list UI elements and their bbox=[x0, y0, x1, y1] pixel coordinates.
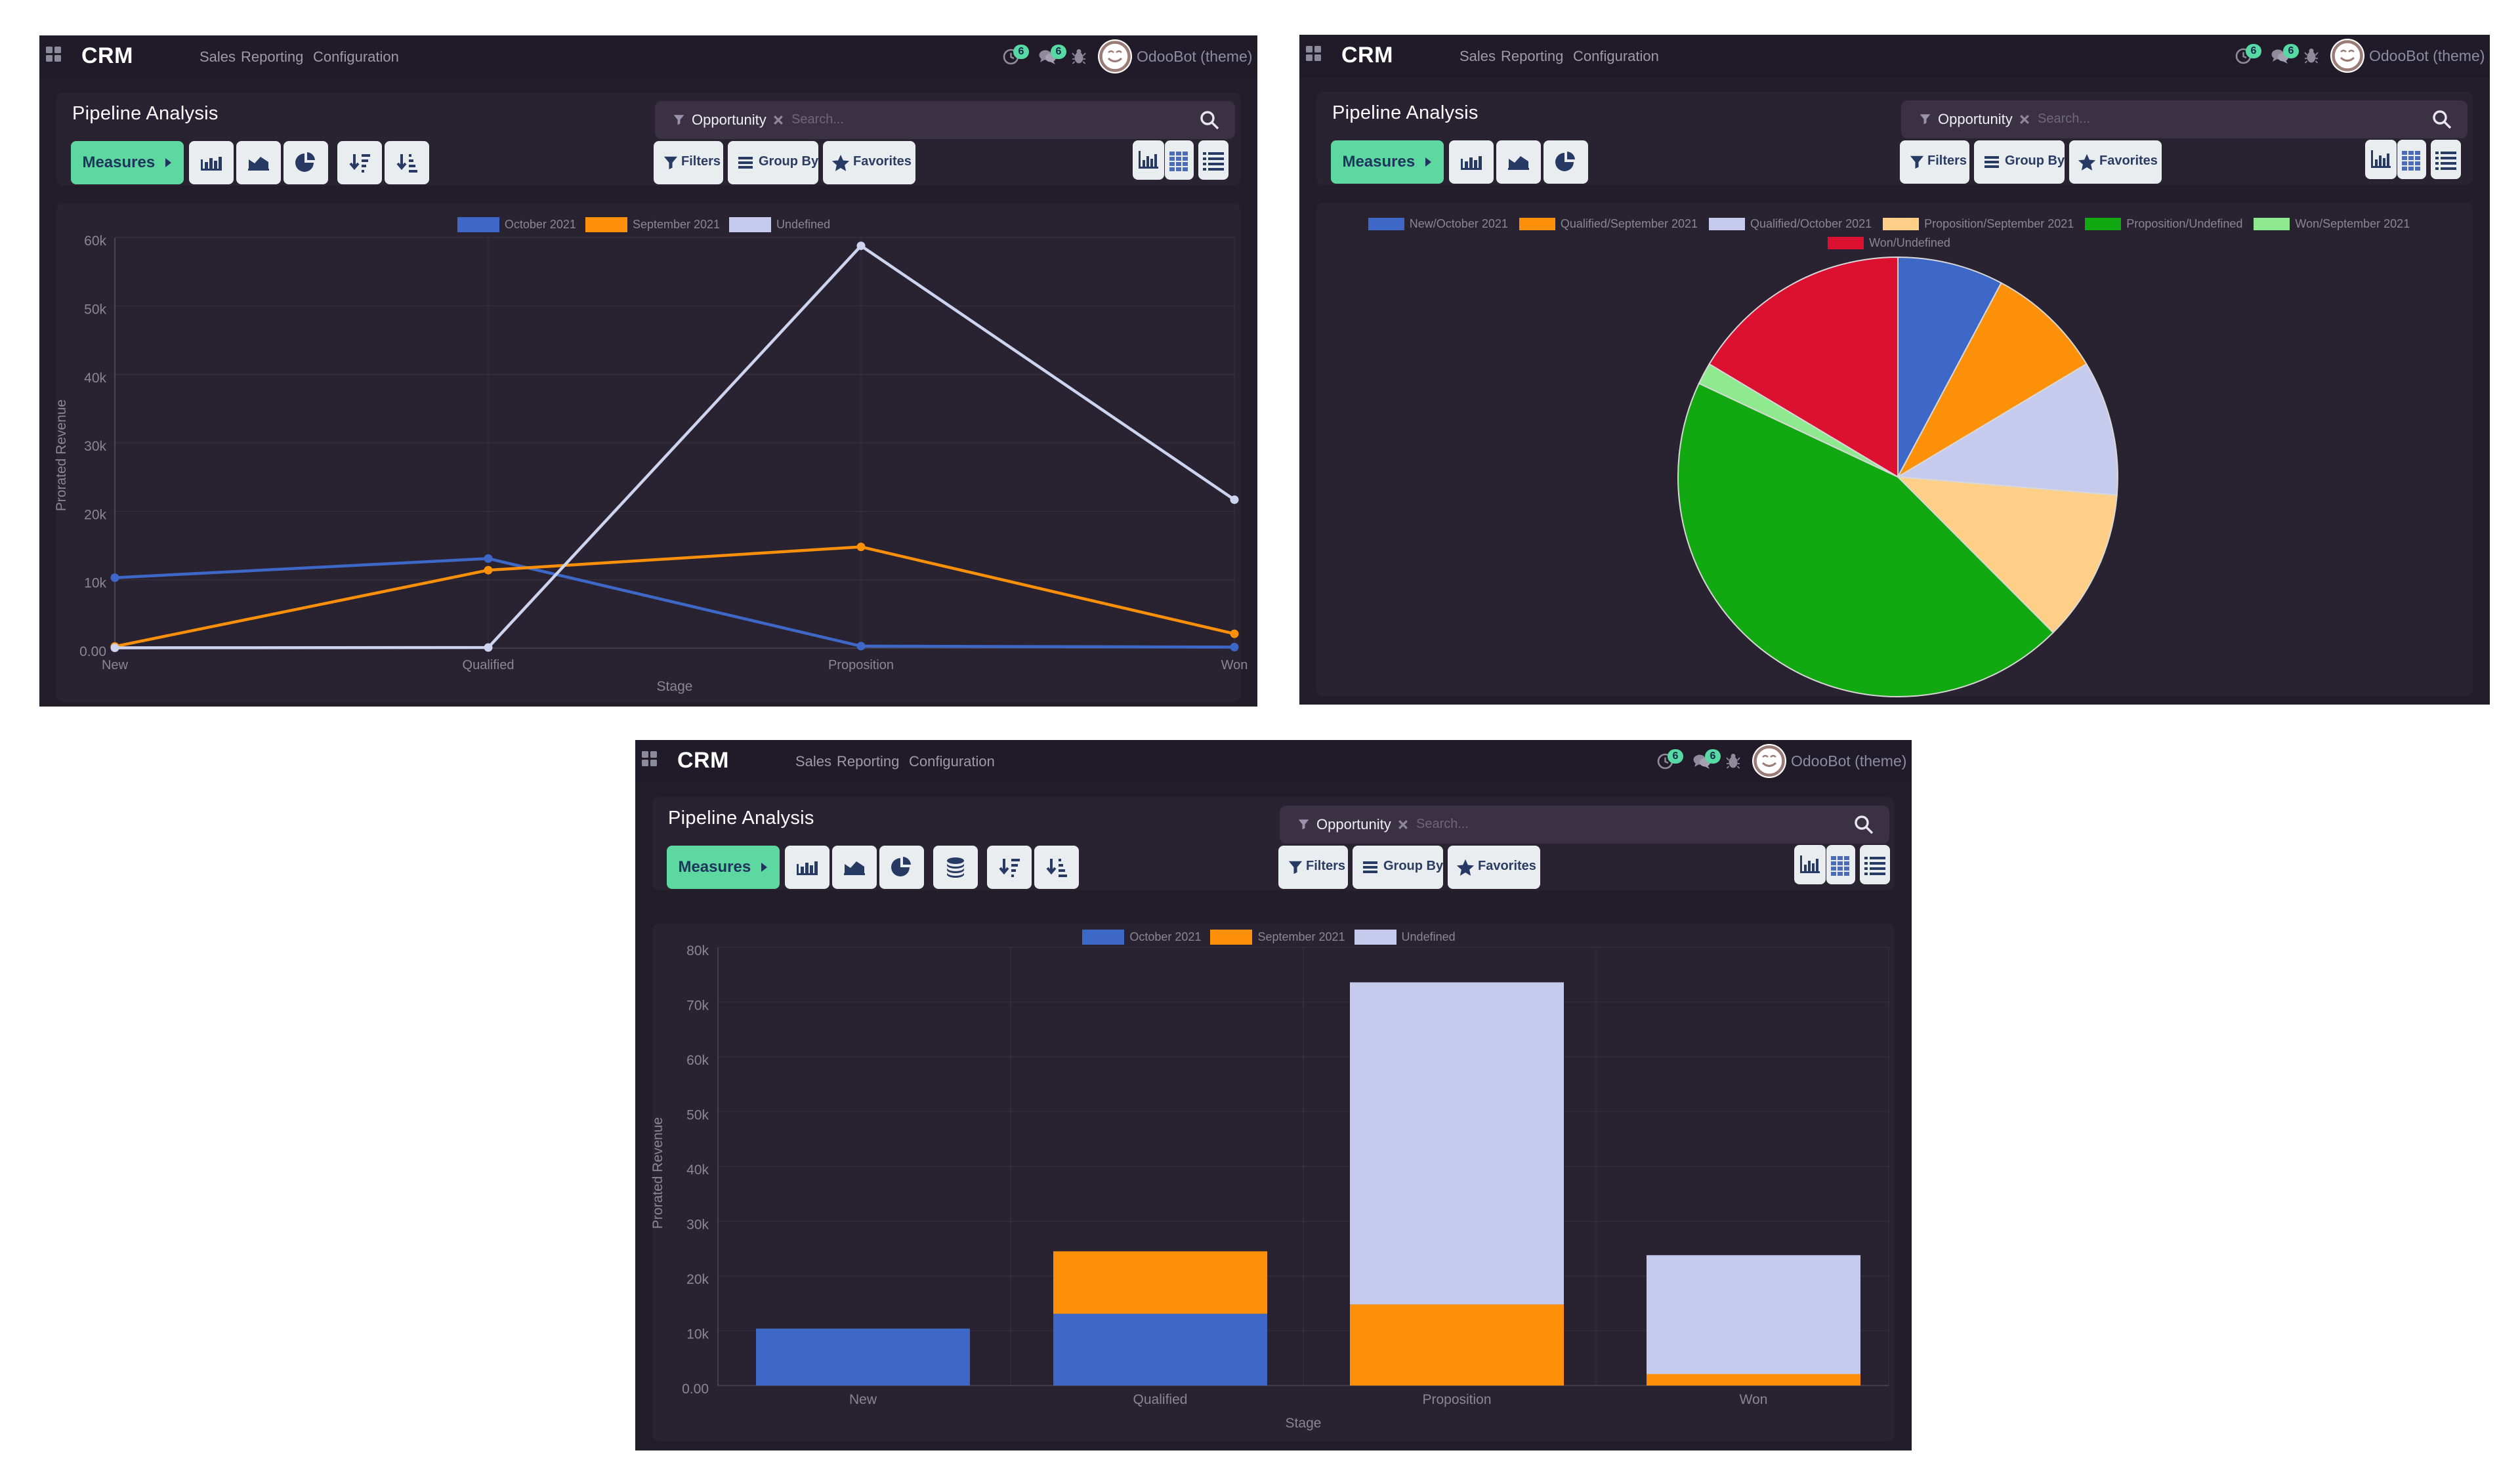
svg-text:Prorated Revenue: Prorated Revenue bbox=[54, 400, 69, 511]
svg-text:Qualified: Qualified bbox=[463, 658, 514, 672]
svg-text:Stage: Stage bbox=[657, 679, 693, 694]
svg-text:60k: 60k bbox=[84, 234, 106, 249]
svg-text:30k: 30k bbox=[84, 439, 106, 454]
svg-text:50k: 50k bbox=[686, 1108, 709, 1123]
svg-text:0.00: 0.00 bbox=[79, 644, 106, 659]
svg-text:40k: 40k bbox=[84, 371, 106, 386]
svg-text:Qualified: Qualified bbox=[1133, 1392, 1188, 1407]
svg-text:Proposition: Proposition bbox=[828, 658, 894, 672]
svg-text:10k: 10k bbox=[84, 576, 106, 591]
svg-text:40k: 40k bbox=[686, 1162, 709, 1178]
svg-text:Won: Won bbox=[1740, 1392, 1768, 1407]
svg-text:Won: Won bbox=[1221, 658, 1248, 672]
svg-text:Stage: Stage bbox=[1286, 1416, 1322, 1431]
svg-text:70k: 70k bbox=[686, 998, 709, 1014]
svg-text:50k: 50k bbox=[84, 302, 106, 318]
svg-text:20k: 20k bbox=[686, 1272, 709, 1287]
svg-text:80k: 80k bbox=[686, 943, 709, 958]
svg-text:0.00: 0.00 bbox=[682, 1382, 709, 1397]
svg-text:20k: 20k bbox=[84, 507, 106, 522]
svg-text:60k: 60k bbox=[686, 1053, 709, 1068]
svg-text:10k: 10k bbox=[686, 1327, 709, 1342]
svg-text:Prorated Revenue: Prorated Revenue bbox=[650, 1117, 665, 1229]
svg-text:Proposition: Proposition bbox=[1422, 1392, 1491, 1407]
svg-text:New: New bbox=[849, 1392, 877, 1407]
svg-text:New: New bbox=[102, 658, 129, 672]
svg-text:30k: 30k bbox=[686, 1218, 709, 1233]
